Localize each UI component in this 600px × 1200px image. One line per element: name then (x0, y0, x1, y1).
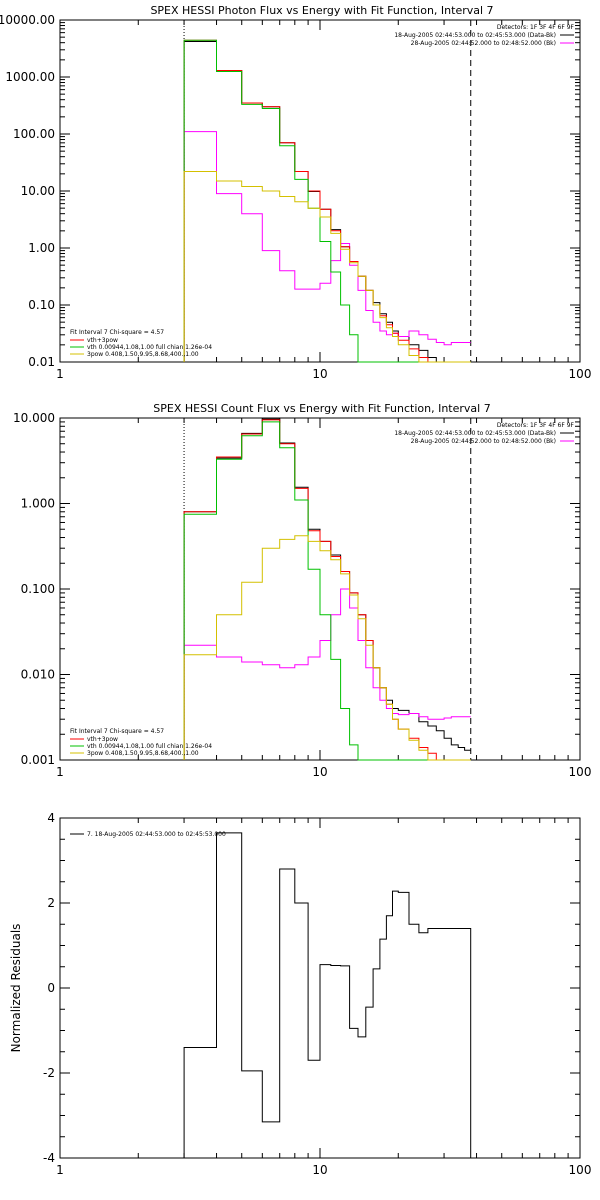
photon-legend-right: 18-Aug-2005 02:44:53.000 to 02:45:53.000… (394, 32, 574, 47)
count-title: SPEX HESSI Count Flux vs Energy with Fit… (153, 402, 490, 415)
y-tick-label: 0.010 (21, 668, 55, 682)
residuals-panel: Normalized Residuals 1 10 100 4 2 0 -2 -4 7. 18… (9, 811, 591, 1177)
x-tick-label: 100 (569, 367, 592, 381)
count-series (183, 418, 472, 761)
photon-title: SPEX HESSI Photon Flux vs Energy with Fi… (150, 4, 493, 17)
count-series-vth (183, 421, 471, 761)
y-tick-label: 0.100 (21, 582, 55, 596)
photon-legend-data-label: 18-Aug-2005 02:44:53.000 to 02:45:53.000… (394, 32, 556, 39)
y-tick-label: -4 (43, 1151, 55, 1165)
y-tick-label: 0.001 (21, 753, 55, 767)
y-tick-label: 1.00 (28, 241, 55, 255)
photon-series (183, 20, 472, 363)
photon-detectors-label: Detectors: 1F 3F 4F 6F 9F (497, 24, 575, 31)
residuals-legend-label: 7. 18-Aug-2005 02:44:53.000 to 02:45:53.… (87, 831, 226, 838)
y-tick-label: 4 (47, 811, 55, 825)
residuals-axis-ticks: 1 10 100 4 2 0 -2 -4 (43, 811, 591, 1177)
count-series-data-bk (183, 418, 471, 760)
count-legend-fit-label: vth+3pow (87, 736, 118, 743)
photon-series-vth-3pow (183, 39, 471, 363)
x-tick-label: 1 (56, 765, 64, 779)
y-tick-label: 0.01 (28, 355, 55, 369)
x-tick-label: 10 (312, 765, 327, 779)
photon-series-3pow (183, 171, 471, 363)
count-series-vth-3pow (183, 419, 471, 761)
photon-series-vth (183, 39, 471, 363)
photon-legend-vth-label: vth 0.00944,1.08,1.00 full chian 1.26e-0… (87, 344, 212, 351)
y-tick-label: 2 (47, 896, 55, 910)
count-legend-right: 18-Aug-2005 02:44:53.000 to 02:45:53.000… (394, 430, 574, 445)
residuals-series-7-18-aug-2005-02-44-53-000-to-02-45-53-000 (183, 832, 472, 1158)
x-tick-label: 100 (569, 1163, 592, 1177)
count-axis-ticks: 1 10 100 10.000 1.000 0.100 0.010 0.001 (13, 411, 591, 779)
photon-legend-3pow-label: 3pow 0.408,1.50,9.95,8.68,400.,1.00 (87, 351, 199, 358)
photon-legend-bk-label: 28-Aug-2005 02:44:52.000 to 02:48:52.000… (411, 40, 556, 47)
count-legend-3pow-label: 3pow 0.408,1.50,9.95,8.68,400.,1.00 (87, 750, 199, 757)
y-tick-label: 100.00 (13, 127, 55, 141)
x-tick-label: 10 (312, 367, 327, 381)
count-legend-bk-label: 28-Aug-2005 02:44:52.000 to 02:48:52.000… (411, 438, 556, 445)
y-tick-label: -2 (43, 1066, 55, 1080)
photon-axis-ticks: 1 10 100 10000.00 1000.00 100.00 10.00 1.00 0.10… (0, 13, 591, 381)
residuals-ylabel: Normalized Residuals (9, 924, 23, 1053)
photon-legend-left: Fit Interval 7 Chi-square = 4.57 vth+3po… (70, 329, 212, 358)
count-series-3pow (183, 535, 471, 761)
count-legend-vth-label: vth 0.00944,1.08,1.00 full chian 1.26e-0… (87, 743, 212, 750)
y-tick-label: 10.000 (13, 411, 55, 425)
y-tick-label: 0.10 (28, 298, 55, 312)
y-tick-label: 1000.00 (5, 70, 55, 84)
photon-panel: SPEX HESSI Photon Flux vs Energy with Fi… (0, 4, 591, 381)
count-detectors-label: Detectors: 1F 3F 4F 6F 9F (497, 422, 575, 429)
count-panel: SPEX HESSI Count Flux vs Energy with Fit… (13, 402, 591, 779)
residuals-series (183, 832, 472, 1158)
photon-series-data-bk (183, 41, 471, 363)
y-tick-label: 10.00 (21, 184, 55, 198)
count-fit-header: Fit Interval 7 Chi-square = 4.57 (70, 728, 164, 735)
x-tick-label: 10 (312, 1163, 327, 1177)
x-tick-label: 1 (56, 367, 64, 381)
count-series-bk (183, 588, 471, 760)
x-tick-label: 1 (56, 1163, 64, 1177)
photon-fit-header: Fit Interval 7 Chi-square = 4.57 (70, 329, 164, 336)
y-tick-label: 1.000 (21, 497, 55, 511)
y-tick-label: 0 (47, 981, 55, 995)
count-legend-left: Fit Interval 7 Chi-square = 4.57 vth+3po… (70, 728, 212, 757)
y-tick-label: 10000.00 (0, 13, 55, 27)
photon-series-bk (183, 131, 471, 362)
count-legend-data-label: 18-Aug-2005 02:44:53.000 to 02:45:53.000… (394, 430, 556, 437)
photon-legend-fit-label: vth+3pow (87, 337, 118, 344)
x-tick-label: 100 (569, 765, 592, 779)
